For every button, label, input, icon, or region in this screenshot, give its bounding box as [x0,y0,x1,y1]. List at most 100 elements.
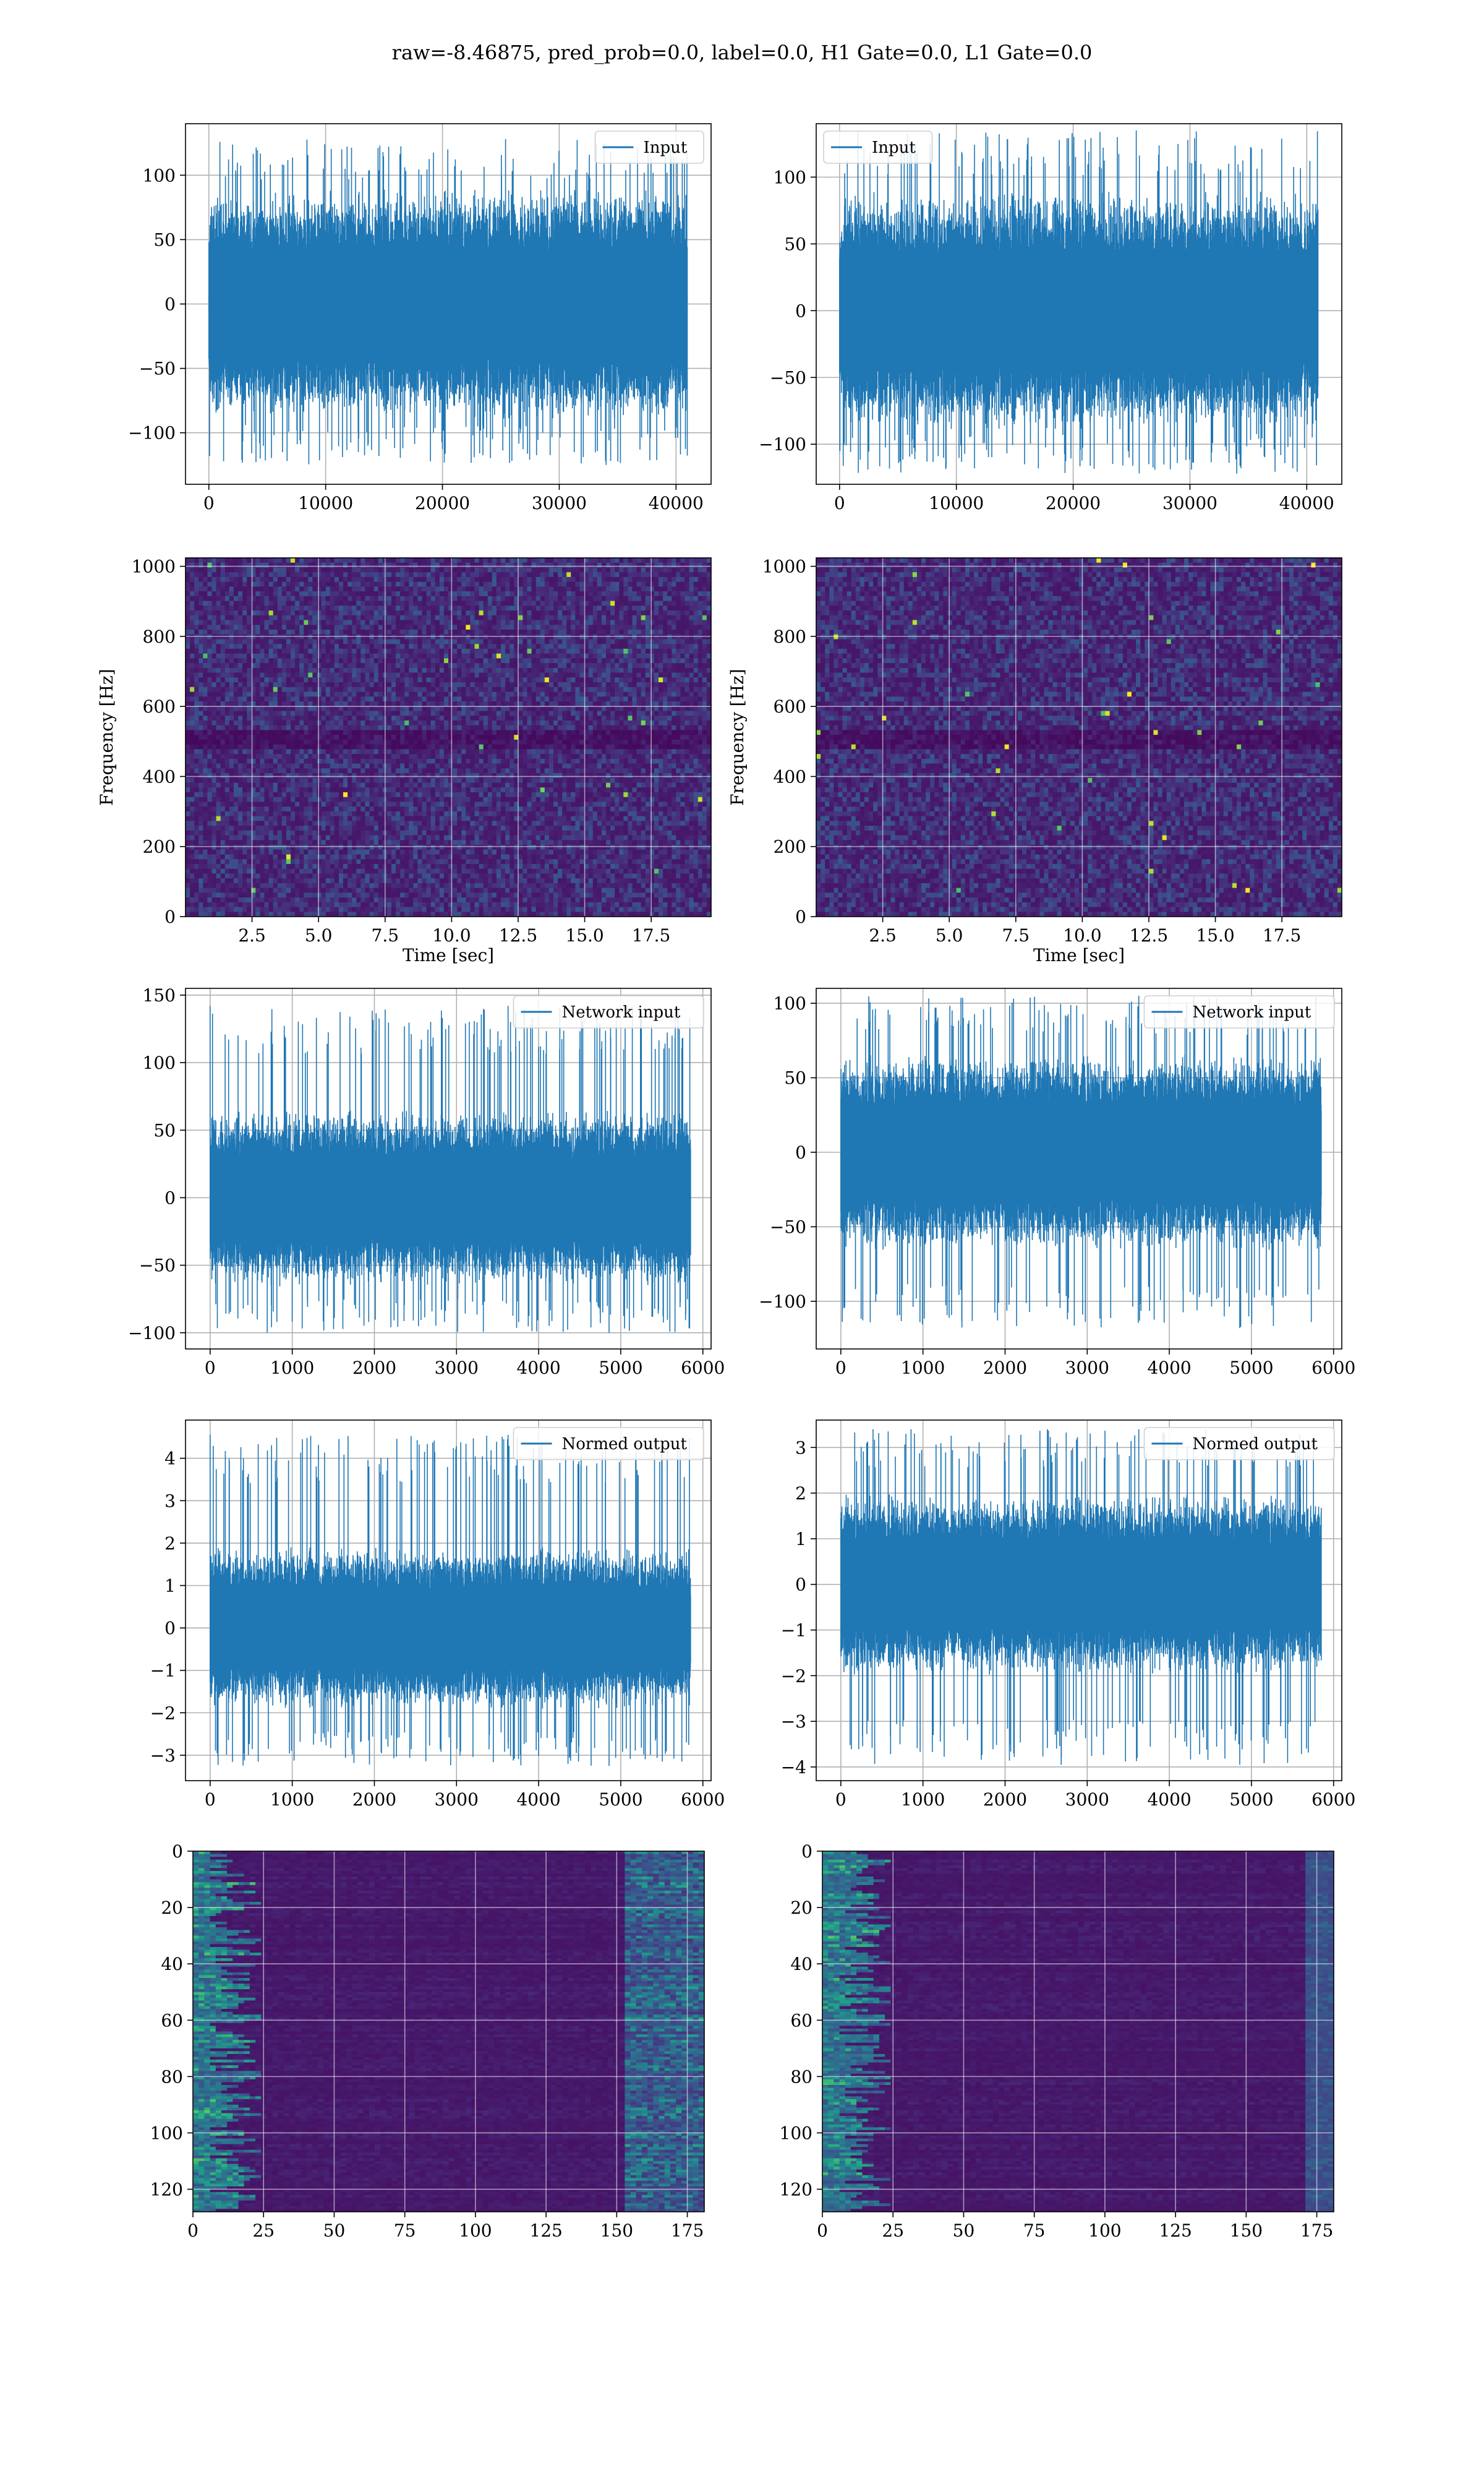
x-tick-label: 17.5 [632,925,670,946]
legend-label: Input [872,139,916,157]
subplot-7: Normed output 0 1000 2000 3000 4000 5000 6000 −3… [150,1419,725,1810]
axes-frame [185,1419,712,1781]
heatmap-cells [193,1851,704,2212]
y-tick-label: −2 [150,1703,176,1723]
y-tick-label: 0 [164,907,176,927]
y-tick-label: 200 [774,837,806,857]
legend-label: Input [644,139,688,157]
x-tick-label: 4000 [1147,1789,1191,1810]
x-tick-label: 0 [834,493,845,513]
x-tick-label: 7.5 [1002,925,1030,946]
y-tick-label: 3 [164,1491,176,1511]
y-tick-label: 20 [790,1898,812,1918]
y-tick-label: −100 [128,1323,176,1343]
x-tick-label: 125 [1159,2220,1192,2241]
x-tick-label: 5000 [1229,1789,1273,1810]
signal-trace [208,139,688,465]
x-tick-label: 5000 [1229,1358,1273,1378]
y-tick-label: 100 [780,2123,812,2143]
x-tick-label: 2000 [352,1358,396,1378]
heatmap-cells [186,558,711,917]
x-tick-label: 5.0 [305,925,333,946]
y-tick-label: −50 [139,359,176,379]
y-tick-label: −50 [139,1256,176,1276]
legend-label: Network input [1193,1003,1311,1022]
x-tick-label: 175 [1300,2220,1333,2241]
x-tick-label: 100 [1088,2220,1121,2241]
y-tick-label: 0 [795,301,806,321]
y-tick-label: 0 [801,1841,812,1862]
y-tick-label: 1000 [762,557,806,577]
y-tick-label: −3 [781,1711,806,1732]
y-tick-label: 40 [161,1954,183,1974]
legend-label: Normed output [562,1435,688,1453]
y-tick-label: −50 [770,367,806,388]
y-tick-label: −50 [770,1217,806,1237]
axes-frame [816,1419,1342,1781]
y-tick-label: 200 [143,837,176,857]
y-tick-label: 800 [143,627,176,647]
x-tick-label: 50 [953,2220,975,2241]
y-tick-label: 0 [164,1188,176,1208]
x-tick-label: 175 [671,2220,704,2241]
x-tick-label: 150 [600,2220,633,2241]
x-tick-label: 15.0 [565,925,603,946]
legend-label: Network input [562,1003,681,1022]
legend: Normed output [513,1427,704,1460]
x-tick-label: 6000 [1311,1358,1355,1378]
x-tick-label: 6000 [1311,1789,1355,1810]
x-tick-label: 0 [203,493,215,513]
x-tick-label: 75 [394,2220,416,2241]
y-tick-label: 120 [150,2180,183,2200]
y-tick-label: −3 [150,1745,176,1766]
subplot-9: 0 25 50 75 100 125 150 175 0 20 40 60 80 100 120 [150,1841,705,2241]
subplot-8: Normed output 0 1000 2000 3000 4000 5000 6000 −4… [781,1419,1355,1810]
y-tick-label: 800 [774,627,806,647]
x-tick-label: 4000 [516,1789,560,1810]
y-tick-label: 600 [774,696,806,717]
axes-frame [185,988,712,1350]
axes-frame [192,1851,705,2212]
x-tick-label: 150 [1230,2220,1263,2241]
y-tick-label: 80 [790,2066,812,2087]
x-tick-label: 12.5 [1130,925,1168,946]
subplot-3: 2.5 5.0 7.5 10.0 12.5 15.0 17.5 0 200 400 600 800 10… [96,557,712,965]
x-tick-label: 15.0 [1196,925,1234,946]
x-tick-label: 0 [835,1789,846,1810]
x-tick-label: 1000 [901,1789,945,1810]
y-tick-label: 1000 [132,557,176,577]
y-tick-label: 50 [153,1120,176,1141]
y-axis-label: Frequency [Hz] [727,669,748,805]
x-tick-label: 3000 [435,1789,479,1810]
x-tick-label: 3000 [1065,1789,1109,1810]
x-axis-label: Time [sec] [1033,945,1125,965]
x-tick-label: 2.5 [238,925,266,946]
y-tick-label: 80 [161,2066,183,2087]
legend: Network input [1143,995,1335,1029]
x-tick-label: 25 [882,2220,904,2241]
y-tick-label: 100 [774,167,806,187]
heatmap-cells [816,558,1342,917]
legend: Input [823,131,933,164]
y-tick-label: 0 [795,907,806,927]
y-tick-label: 50 [784,1068,806,1089]
x-tick-label: 2000 [352,1789,396,1810]
signal-trace [210,1435,691,1766]
signal-trace [839,130,1319,474]
y-tick-label: 60 [161,2010,183,2031]
x-tick-label: 20000 [415,493,470,513]
y-tick-label: 1 [164,1575,176,1596]
y-tick-label: 100 [150,2123,183,2143]
y-tick-label: −100 [128,423,176,443]
y-tick-label: 2 [164,1533,176,1554]
x-tick-label: 25 [252,2220,275,2241]
x-tick-label: 0 [205,1789,216,1810]
y-axis-label: Frequency [Hz] [96,669,117,805]
y-tick-label: 0 [164,294,176,315]
y-tick-label: −1 [781,1620,806,1640]
y-tick-label: −2 [781,1666,806,1686]
y-tick-label: 400 [774,766,806,787]
subplot-1: Input 0 10000 20000 30000 40000 −100 −50 0 50 100 [128,123,712,513]
